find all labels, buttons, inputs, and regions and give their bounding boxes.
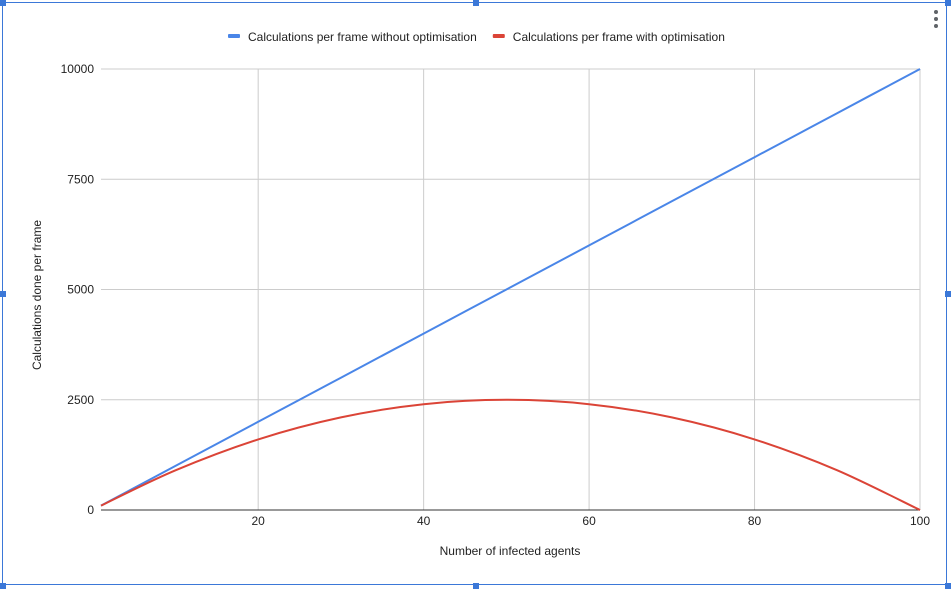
resize-handle-top-right[interactable]: [945, 0, 951, 6]
resize-handle-bottom[interactable]: [473, 583, 479, 589]
chart-menu-button[interactable]: [928, 8, 944, 30]
resize-handle-bottom-left[interactable]: [0, 583, 6, 589]
vertical-dots-menu-icon: [934, 10, 938, 14]
resize-handle-bottom-right[interactable]: [945, 583, 951, 589]
resize-handle-right[interactable]: [945, 291, 951, 297]
vertical-dots-menu-icon: [934, 24, 938, 28]
vertical-dots-menu-icon: [934, 17, 938, 21]
resize-handle-top-left[interactable]: [0, 0, 6, 6]
resize-handle-left[interactable]: [0, 291, 6, 297]
resize-handle-top[interactable]: [473, 0, 479, 6]
